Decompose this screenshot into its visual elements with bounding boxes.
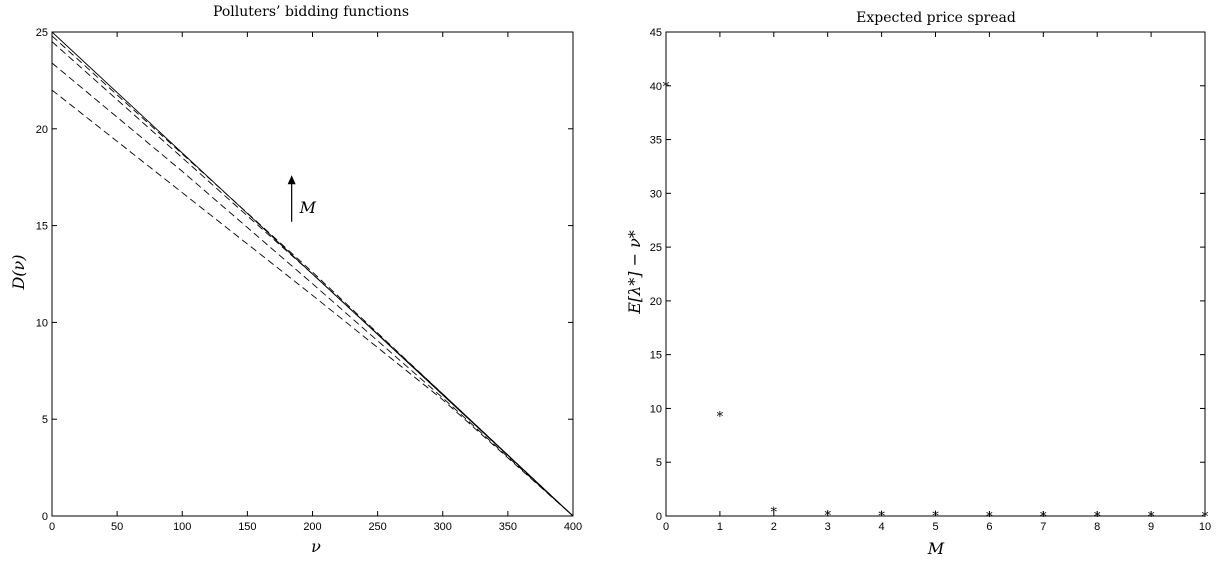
left-x-tick-label: 250 xyxy=(368,521,386,533)
left-chart-title: Polluters’ bidding functions xyxy=(213,4,409,20)
spread-point-marker: * xyxy=(1040,510,1047,525)
right-x-axis-label: M xyxy=(927,539,945,558)
m-annotation-label: M xyxy=(299,198,317,217)
left-y-tick-label: 5 xyxy=(42,414,48,426)
right-x-tick-label: 2 xyxy=(771,521,777,533)
spread-point-marker: * xyxy=(1148,510,1155,525)
right-x-tick-label: 10 xyxy=(1199,521,1211,533)
spread-point-marker: * xyxy=(878,509,885,524)
right-y-tick-label: 10 xyxy=(650,403,662,415)
spread-point-marker: * xyxy=(1094,510,1101,525)
right-y-tick-label: 5 xyxy=(656,457,662,469)
right-chart-title: Expected price spread xyxy=(856,10,1016,26)
bidding-curve-2 xyxy=(51,62,574,517)
spread-point-marker: * xyxy=(717,410,724,425)
right-x-tick-label: 6 xyxy=(986,521,992,533)
left-y-axis-label: D(ν) xyxy=(9,254,28,290)
right-y-tick-label: 15 xyxy=(650,350,662,362)
right-x-tick-label: 4 xyxy=(879,521,885,533)
left-y-tick-label: 20 xyxy=(36,124,48,136)
left-x-tick-label: 300 xyxy=(434,521,452,533)
left-y-tick-label: 15 xyxy=(36,221,48,233)
right-x-tick-label: 1 xyxy=(717,521,723,533)
spread-point-marker: * xyxy=(932,510,939,525)
left-x-tick-label: 100 xyxy=(173,521,191,533)
bidding-curve-4 xyxy=(51,35,574,517)
spread-point-marker: * xyxy=(1202,510,1209,525)
left-x-axis-label: ν xyxy=(311,537,321,556)
right-x-tick-label: 5 xyxy=(932,521,938,533)
right-x-tick-label: 7 xyxy=(1040,521,1046,533)
right-y-tick-label: 40 xyxy=(650,81,662,93)
left-y-tick-label: 25 xyxy=(36,27,48,39)
right-y-axis-label: E[λ*] − ν* xyxy=(625,230,644,315)
right-y-tick-label: 20 xyxy=(650,296,662,308)
right-x-tick-label: 3 xyxy=(825,521,831,533)
spread-point-marker: * xyxy=(824,509,831,524)
left-y-tick-label: 0 xyxy=(42,511,48,523)
left-x-tick-label: 350 xyxy=(499,521,517,533)
right-x-tick-label: 0 xyxy=(663,521,669,533)
spread-point-marker: * xyxy=(986,510,993,525)
m-arrow-head xyxy=(287,175,296,185)
price-spread-chart: Expected price spread M E[λ*] − ν* 0 1 2 3 4… xyxy=(625,10,1211,558)
spread-point-marker: * xyxy=(663,80,670,95)
right-y-tick-label: 30 xyxy=(650,188,662,200)
right-x-tick-label: 8 xyxy=(1094,521,1100,533)
left-x-tick-label: 50 xyxy=(111,521,123,533)
right-y-tick-label: 35 xyxy=(650,135,662,147)
bidding-curve-5 xyxy=(51,31,574,517)
right-y-tick-label: 45 xyxy=(650,27,662,39)
left-x-tick-label: 200 xyxy=(303,521,321,533)
right-plot-frame xyxy=(665,31,1206,517)
right-y-tick-label: 25 xyxy=(650,242,662,254)
bidding-curve-1 xyxy=(51,89,574,517)
left-x-tick-label: 400 xyxy=(564,521,582,533)
spread-point-marker: * xyxy=(771,506,778,521)
right-y-tick-label: 0 xyxy=(656,511,662,523)
right-x-tick-label: 9 xyxy=(1148,521,1154,533)
left-x-tick-label: 0 xyxy=(49,521,55,533)
bidding-functions-chart: Polluters’ bidding functions ν D(ν) 0 50 1… xyxy=(9,4,582,556)
left-x-tick-label: 150 xyxy=(238,521,256,533)
left-y-tick-label: 10 xyxy=(36,317,48,329)
